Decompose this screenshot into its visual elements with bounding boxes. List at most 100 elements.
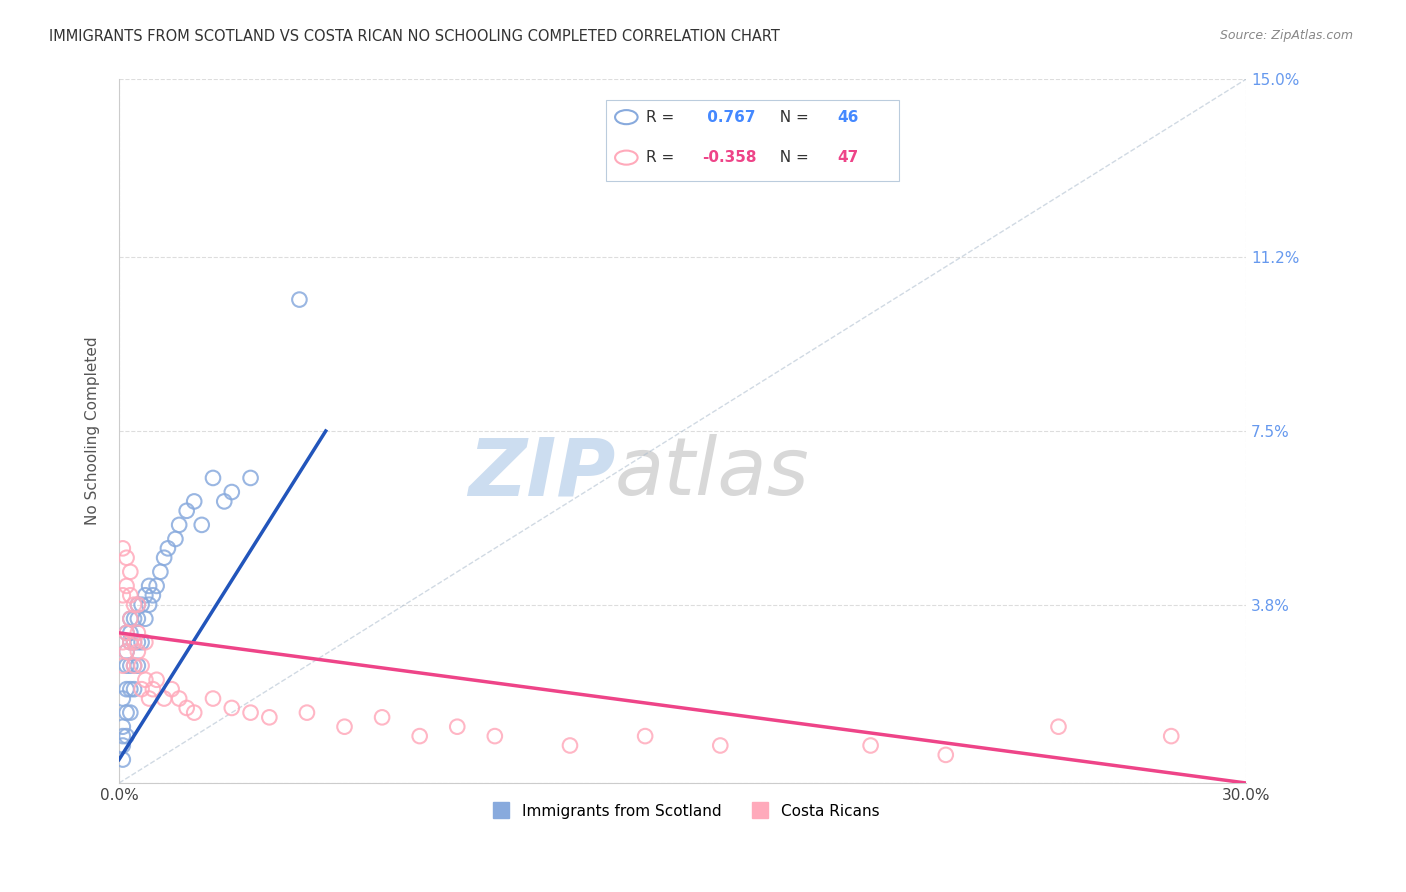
Point	[134, 588, 156, 602]
Point	[167, 517, 190, 532]
Point	[259, 710, 281, 724]
Point	[935, 747, 957, 762]
Y-axis label: No Schooling Completed: No Schooling Completed	[86, 336, 100, 525]
Point	[859, 739, 882, 753]
Point	[131, 658, 153, 673]
Point	[134, 635, 156, 649]
Point	[115, 645, 138, 659]
Point	[484, 729, 506, 743]
Point	[120, 635, 142, 649]
Point	[138, 598, 160, 612]
Point	[122, 635, 145, 649]
Point	[153, 691, 176, 706]
Point	[333, 720, 356, 734]
Point	[288, 293, 311, 307]
Point	[176, 504, 198, 518]
Point	[120, 612, 142, 626]
Point	[221, 485, 243, 500]
Text: IMMIGRANTS FROM SCOTLAND VS COSTA RICAN NO SCHOOLING COMPLETED CORRELATION CHART: IMMIGRANTS FROM SCOTLAND VS COSTA RICAN …	[49, 29, 780, 44]
Point	[149, 565, 172, 579]
Point	[138, 579, 160, 593]
Point	[138, 691, 160, 706]
Point	[214, 494, 236, 508]
Point	[201, 691, 224, 706]
Point	[127, 625, 149, 640]
Point	[1047, 720, 1070, 734]
Point	[634, 729, 657, 743]
Point	[131, 682, 153, 697]
Point	[134, 673, 156, 687]
Point	[221, 701, 243, 715]
Point	[122, 658, 145, 673]
Point	[295, 706, 318, 720]
Point	[111, 739, 134, 753]
Point	[111, 635, 134, 649]
Point	[127, 598, 149, 612]
Point	[131, 598, 153, 612]
Text: -0.358: -0.358	[702, 150, 756, 165]
Text: 46: 46	[837, 110, 859, 125]
Point	[115, 658, 138, 673]
Point	[122, 612, 145, 626]
Point	[120, 612, 142, 626]
Point	[142, 682, 165, 697]
Point	[111, 753, 134, 767]
Point	[239, 706, 262, 720]
Point	[122, 682, 145, 697]
Point	[134, 612, 156, 626]
Point	[111, 720, 134, 734]
Point	[167, 691, 190, 706]
Point	[111, 691, 134, 706]
Point	[131, 635, 153, 649]
Point	[127, 645, 149, 659]
Point	[239, 471, 262, 485]
Point	[1160, 729, 1182, 743]
Point	[558, 739, 581, 753]
Legend: Immigrants from Scotland, Costa Ricans: Immigrants from Scotland, Costa Ricans	[479, 797, 886, 825]
Text: N =: N =	[769, 110, 813, 125]
Point	[120, 565, 142, 579]
Point	[115, 579, 138, 593]
Point	[153, 550, 176, 565]
Text: N =: N =	[769, 150, 813, 165]
Point	[190, 517, 212, 532]
Point	[176, 701, 198, 715]
Point	[111, 588, 134, 602]
Point	[111, 541, 134, 556]
Text: ZIP: ZIP	[468, 434, 614, 512]
Text: 0.767: 0.767	[702, 110, 755, 125]
Point	[145, 579, 167, 593]
Point	[120, 625, 142, 640]
Text: atlas: atlas	[614, 434, 810, 512]
Text: Source: ZipAtlas.com: Source: ZipAtlas.com	[1219, 29, 1353, 42]
Point	[446, 720, 468, 734]
Point	[156, 541, 179, 556]
Point	[120, 658, 142, 673]
Point	[160, 682, 183, 697]
Point	[127, 598, 149, 612]
Point	[115, 625, 138, 640]
Point	[142, 588, 165, 602]
Point	[145, 673, 167, 687]
Point	[127, 635, 149, 649]
Point	[120, 635, 142, 649]
Point	[122, 658, 145, 673]
Point	[115, 706, 138, 720]
Point	[709, 739, 731, 753]
Point	[122, 635, 145, 649]
Point	[115, 729, 138, 743]
Point	[408, 729, 430, 743]
Text: 47: 47	[837, 150, 859, 165]
Point	[165, 532, 187, 546]
Text: R =: R =	[645, 150, 679, 165]
Point	[201, 471, 224, 485]
Point	[120, 706, 142, 720]
Point	[120, 682, 142, 697]
Point	[127, 612, 149, 626]
Point	[115, 625, 138, 640]
Point	[183, 706, 205, 720]
Point	[111, 658, 134, 673]
Point	[120, 588, 142, 602]
Point	[122, 598, 145, 612]
FancyBboxPatch shape	[606, 100, 900, 181]
